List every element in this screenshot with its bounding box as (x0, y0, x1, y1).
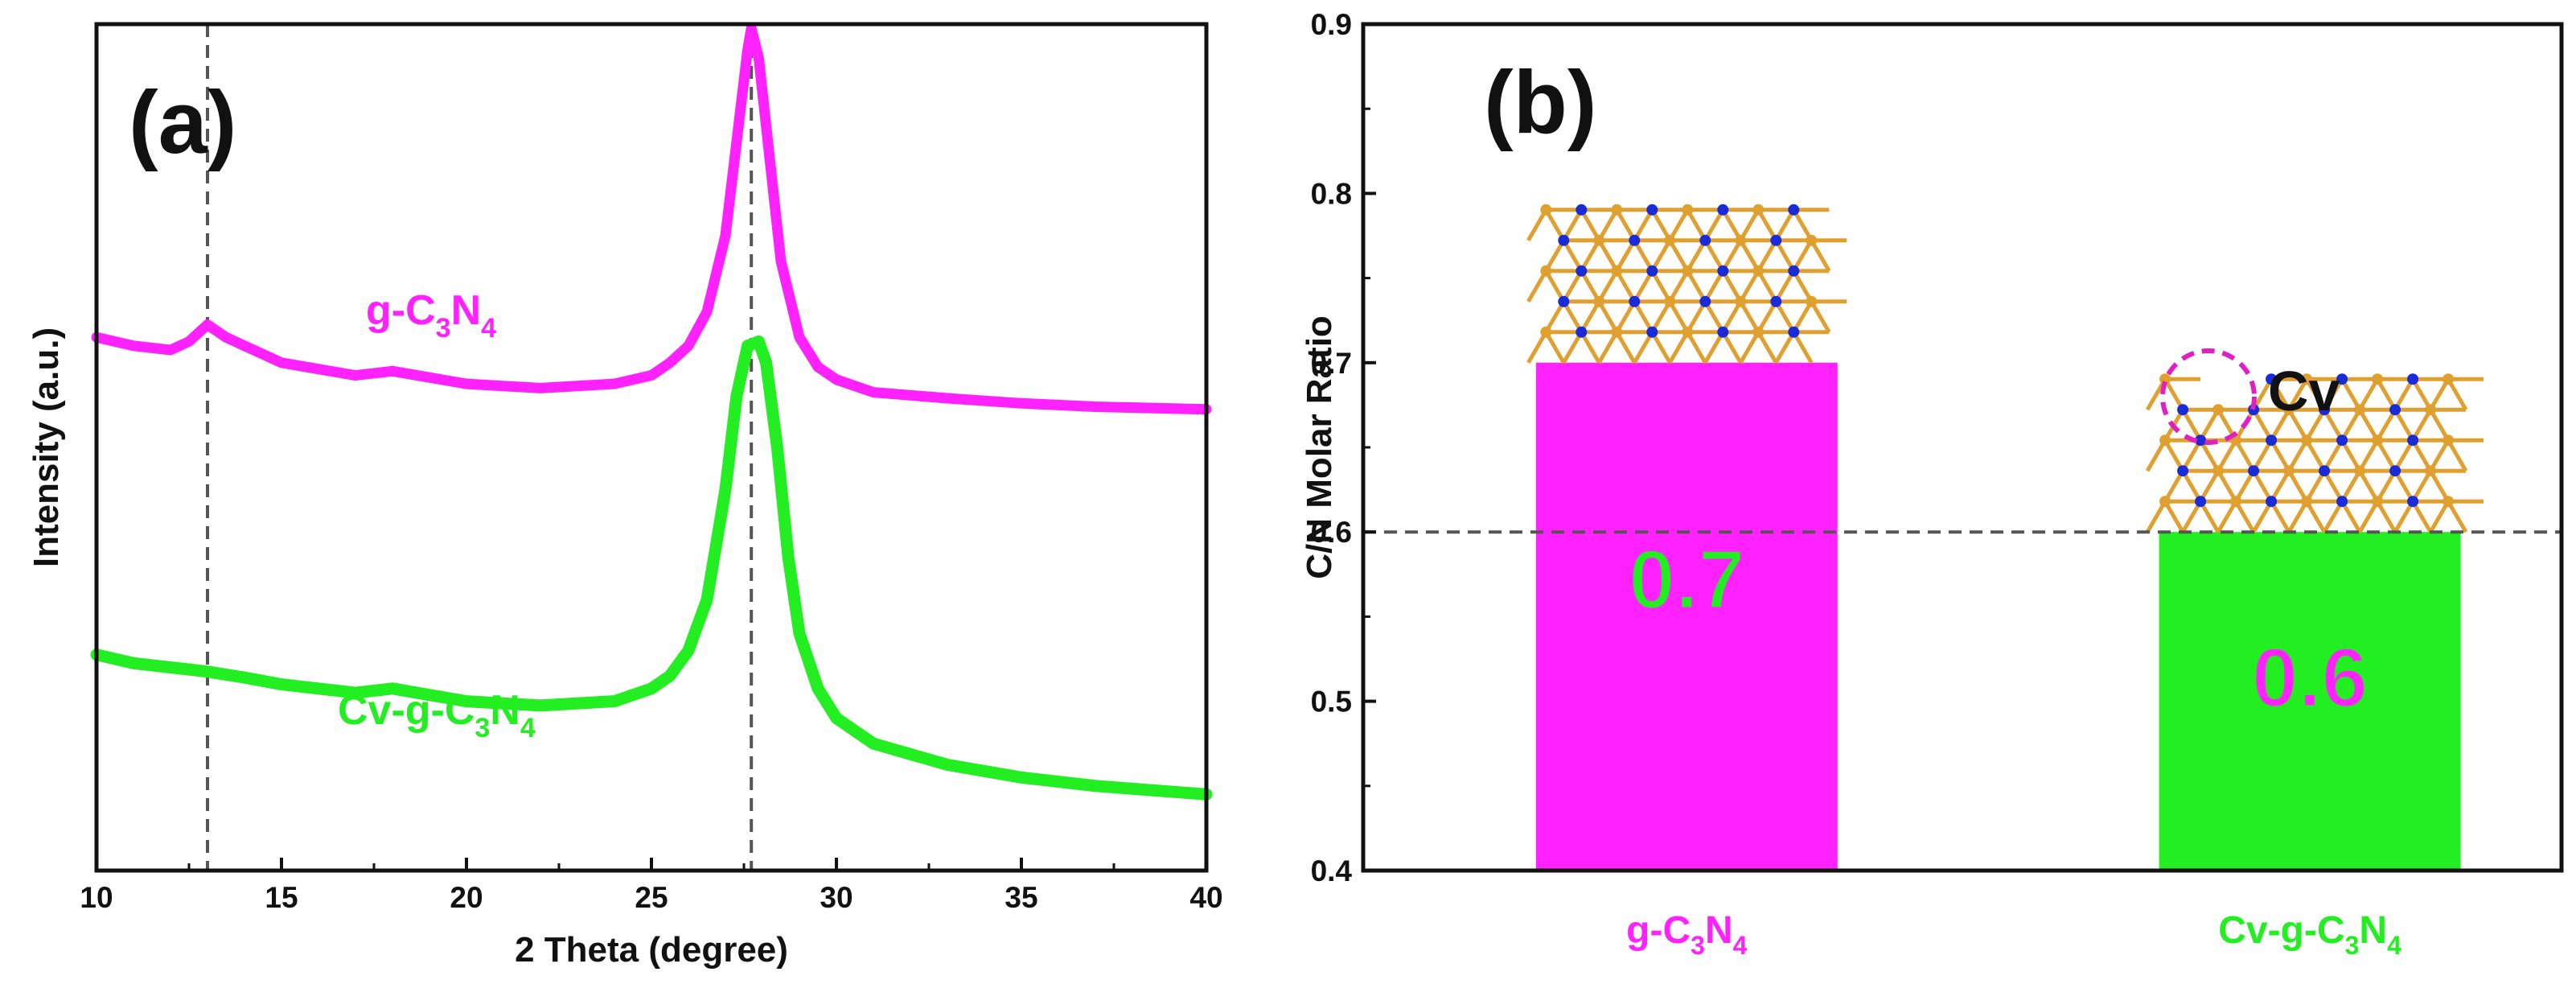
y-tick-label: 0.6 (1311, 516, 1352, 549)
bar-value-label-g-c3n4: 0.7 (1629, 533, 1745, 627)
vacancy-circle (2160, 348, 2257, 445)
category-label-g-c3n4: g-C3N4 (1626, 909, 1747, 960)
molecular-structure-image-g-c3n4 (1526, 204, 1847, 364)
vacancy-annotation: Cv (2268, 360, 2340, 422)
y-axis-ticks-b: 0.4 0.5 0.6 0.7 0.8 0.9 (1311, 8, 1376, 887)
bar-cv-g-c3n4 (2159, 532, 2461, 871)
y-tick-label: 0.5 (1311, 686, 1352, 718)
plot-frame-a (94, 22, 1209, 873)
panel-b: Cv 0.4 0.5 0.6 0.7 0.8 0.9 (b) 0.7 0.6 g-C3N4… (1300, 8, 2564, 960)
y-tick-label: 0.9 (1311, 8, 1352, 41)
y-tick-label: 0.7 (1311, 347, 1352, 380)
bar-value-label-cv-g-c3n4: 0.6 (2252, 632, 2369, 725)
x-tick-label: 35 (1005, 881, 1037, 914)
x-tick-label: 25 (635, 881, 668, 914)
x-tick-label: 40 (1189, 881, 1222, 914)
panel-a: 10 15 20 25 30 35 40 (a) g-C3N4 Cv-g-C3N4 2 Th… (27, 22, 1223, 970)
y-axis-label-b: C/N Molar Ratio (1300, 315, 1339, 579)
y-tick-label: 0.8 (1311, 177, 1352, 210)
series-line-g-c3n4 (91, 23, 1212, 415)
x-axis-label-a: 2 Theta (degree) (515, 930, 788, 970)
y-axis-label-a: Intensity (a.u.) (27, 327, 66, 567)
series-label-g-c3n4: g-C3N4 (366, 287, 496, 344)
series-line-cv-g-c3n4 (90, 336, 1213, 801)
x-tick-label: 10 (80, 881, 113, 914)
x-tick-label: 30 (820, 881, 853, 914)
category-label-cv-g-c3n4: Cv-g-C3N4 (2218, 909, 2401, 960)
y-tick-label: 0.4 (1311, 854, 1353, 887)
x-tick-label: 15 (265, 881, 298, 914)
series-label-cv-g-c3n4: Cv-g-C3N4 (338, 687, 536, 743)
panel-label-a: (a) (129, 73, 236, 172)
x-tick-label: 20 (450, 881, 483, 914)
panel-label-b: (b) (1484, 53, 1596, 152)
bar-g-c3n4 (1535, 362, 1838, 871)
x-axis-ticks-a: 10 15 20 25 30 35 40 (80, 858, 1223, 914)
